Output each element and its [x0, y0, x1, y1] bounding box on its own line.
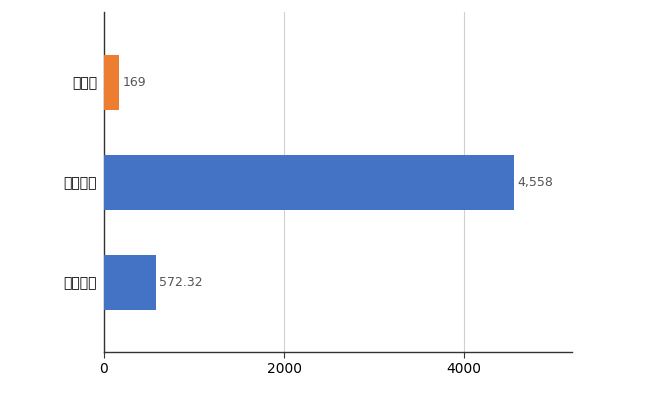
Text: 4,558: 4,558 — [518, 176, 554, 188]
Bar — [104, 154, 514, 210]
Bar — [104, 254, 155, 310]
Bar — [104, 54, 119, 110]
Text: 572.32: 572.32 — [159, 276, 203, 288]
Text: 169: 169 — [123, 76, 146, 88]
